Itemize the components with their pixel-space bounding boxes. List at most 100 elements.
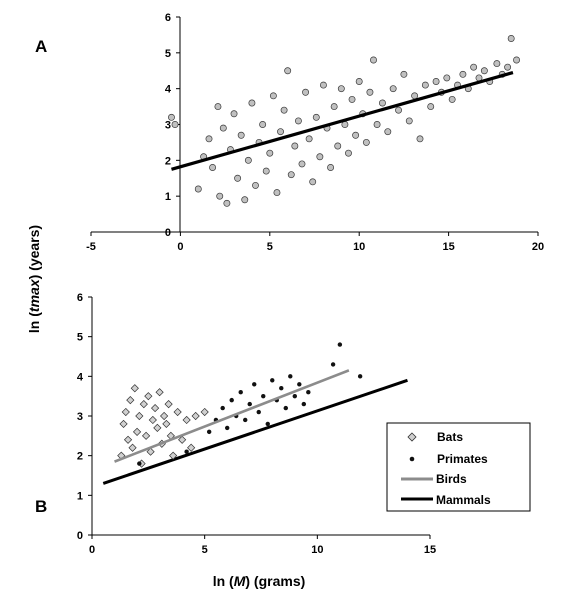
panel-b-bats-point (173, 407, 182, 417)
panel-a-data-point (448, 95, 456, 103)
panel-a-y-tick-label: 1 (165, 191, 171, 203)
panel-a-x-tick-label: 0 (177, 241, 183, 253)
panel-b-bats-point (178, 435, 187, 444)
y-axis-label: ln (tmax) (years) (26, 225, 42, 333)
panel-b-primates-point (206, 429, 212, 435)
panel-b-primates-point (220, 405, 225, 411)
panel-b-y-tick-label: 3 (77, 411, 83, 423)
panel-a-x-tick-label: 15 (442, 241, 454, 253)
panel-b-primates-point (229, 397, 234, 403)
panel-b-bats-point (191, 411, 200, 421)
panel-b-primates-point (265, 421, 270, 427)
panel-a-data-point (432, 78, 440, 85)
panel-b-bats-point (153, 423, 162, 432)
panel-a-data-point (395, 106, 402, 114)
panel-b-primates-point (301, 401, 307, 407)
panel-b-primates-point (297, 382, 302, 387)
panel-a-data-point (280, 106, 288, 114)
panel-b-bats-point (169, 451, 178, 460)
panel-a-data-point (316, 153, 324, 161)
panel-a-data-point (284, 67, 292, 75)
panel-a-regression-line (171, 71, 514, 171)
panel-b-bats-point (146, 447, 155, 456)
legend: Bats Primates Birds Mammals (386, 422, 531, 512)
legend-bats-diamond-icon (407, 432, 417, 442)
panel-b-y-tick-label: 4 (77, 371, 84, 383)
panel-b-y-tick-label: 5 (77, 332, 83, 344)
panel-a-data-point (194, 185, 202, 193)
panel-a-data-point (248, 99, 256, 107)
panel-a-x-ticks: -5 0 5 10 15 20 (86, 232, 544, 253)
x-axis-label-suffix: ) (grams) (245, 573, 305, 589)
panel-a-data-point (378, 99, 386, 107)
panel-a-data-point (384, 128, 392, 136)
panel-a-x-tick-label: 20 (532, 241, 544, 253)
panel-b-y-ticks: 0 1 2 3 4 5 6 (77, 292, 92, 542)
panel-a-data-point (334, 142, 342, 150)
panel-b-primates-point (337, 342, 343, 347)
legend-item-bats: Bats (407, 430, 463, 444)
panel-a-data-point (171, 121, 179, 128)
panel-b-bats-point (144, 392, 153, 401)
panel-a-x-tick-label: 10 (353, 241, 365, 253)
legend-mammals-label: Mammals (436, 493, 491, 507)
panel-a-data-point (209, 164, 217, 171)
panel-b-primates-point (256, 409, 261, 415)
panel-b-bats-point (150, 403, 160, 413)
panel-a-data-point (294, 117, 302, 125)
panel-a-data-point (273, 189, 281, 197)
panel-a-data-point (302, 88, 310, 96)
panel-b-bats-point (200, 407, 209, 417)
panel-b-primates-point (292, 393, 297, 399)
panel-b-bats-point (148, 415, 157, 425)
panel-a-data-point (427, 103, 435, 111)
panel-a-data-point (330, 103, 338, 111)
panel-a-data-point (252, 181, 259, 189)
panel-b-bats-point (135, 411, 144, 421)
panel-a: A -5 0 5 10 15 20 0 1 2 3 4 5 6 (35, 12, 544, 253)
panel-a-data-point (389, 85, 397, 93)
panel-b-primates-point (330, 362, 336, 367)
panel-b-bats-point (119, 419, 128, 429)
panel-a-points (168, 35, 520, 207)
panel-a-data-point (362, 138, 370, 146)
panel-a-y-tick-label: 4 (165, 84, 172, 96)
panel-a-data-point (298, 160, 306, 168)
panel-a-data-point (443, 74, 451, 82)
panel-b-primates-point (247, 401, 252, 407)
panel-a-x-tick-label: 5 (267, 241, 273, 253)
panel-a-x-tick-label: -5 (86, 241, 96, 253)
panel-a-data-point (507, 35, 515, 42)
panel-b-bats-point (139, 400, 148, 409)
panel-a-data-point (373, 121, 381, 128)
legend-birds-label: Birds (436, 472, 467, 486)
panel-a-data-point (287, 171, 295, 179)
panel-b-y-tick-label: 6 (77, 292, 83, 304)
panel-a-lines (171, 71, 514, 171)
panel-a-data-point (205, 135, 213, 143)
panel-a-data-point (168, 113, 175, 121)
panel-b-x-tick-label: 5 (202, 544, 208, 556)
legend-primates-label: Primates (437, 452, 488, 466)
legend-item-primates: Primates (409, 452, 488, 466)
panel-a-data-point (370, 56, 377, 64)
panel-b-primates-point (252, 382, 257, 387)
panel-a-data-point (269, 92, 277, 100)
panel-a-y-tick-label: 5 (165, 48, 171, 60)
panel-b-primates-point (288, 374, 293, 379)
panel-b-bats-point (187, 443, 196, 452)
panel-b-label: B (35, 497, 47, 516)
panel-a-data-point (493, 60, 501, 68)
panel-a-data-point (337, 85, 345, 93)
legend-item-mammals: Mammals (401, 493, 491, 507)
panel-a-label: A (35, 37, 47, 56)
panel-a-data-point (223, 199, 231, 207)
panel-b-mammals-line (102, 378, 408, 485)
panel-b-primates-point (306, 390, 311, 395)
panel-b-bats-point (123, 435, 133, 444)
panel-b-x-ticks: 0 5 10 15 (89, 535, 436, 556)
panel-b: B 0 5 10 15 0 1 2 3 4 5 6 Bats Primates Birds (35, 292, 531, 556)
panel-a-data-point (277, 128, 284, 136)
legend-bats-label: Bats (437, 430, 463, 444)
